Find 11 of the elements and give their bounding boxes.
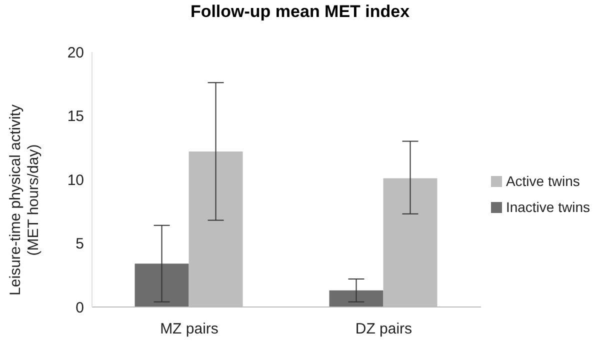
y-tick-label: 0 [76, 299, 84, 316]
y-tick-label: 5 [76, 236, 84, 253]
x-tick-label: MZ pairs [160, 320, 218, 338]
legend-label: Inactive twins [506, 198, 590, 214]
y-tick-label: 15 [67, 108, 84, 126]
y-tick-label: 20 [67, 44, 84, 62]
y-tick-label: 10 [67, 172, 84, 189]
chart-title: Follow-up mean MET index [189, 2, 411, 22]
y-axis-title: Leisure-time physical activity (MET hours/day) [7, 104, 42, 296]
x-tick-label: DZ pairs [355, 320, 412, 338]
legend-label: Active twins [506, 172, 580, 188]
